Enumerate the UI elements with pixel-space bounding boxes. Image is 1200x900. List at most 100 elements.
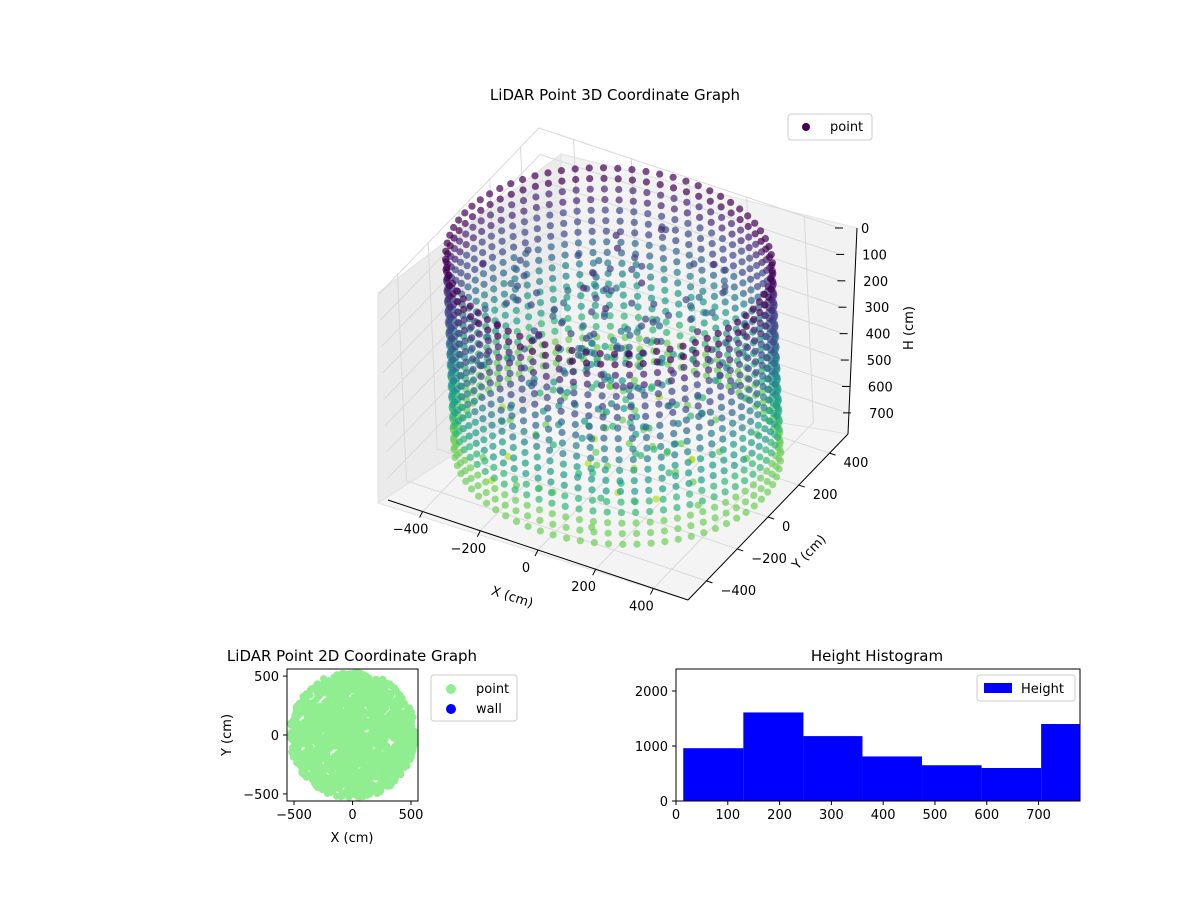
scatter-point-3d (499, 448, 507, 456)
scatter-point-2d (305, 731, 313, 739)
scatter-point-3d (657, 226, 666, 234)
scatter-point-3d (588, 217, 596, 225)
scatter-point-2d (351, 763, 359, 771)
z-tick-label-3d: 100 (862, 248, 887, 263)
scatter-point-3d (521, 228, 529, 236)
x-tick-label-2d: 0 (348, 808, 356, 823)
scatter-point-3d (686, 511, 695, 519)
scatter-point-2d (369, 733, 377, 741)
scatter-point-3d (470, 397, 478, 405)
scatter-point-3d (613, 413, 621, 422)
scatter-point-2d (318, 786, 326, 794)
scatter-point-3d (767, 438, 775, 446)
scatter-point-3d (725, 345, 733, 353)
scatter-point-3d (682, 296, 690, 304)
scatter-point-3d (470, 255, 478, 263)
scatter-point-3d (462, 241, 470, 249)
scatter-point-3d (694, 402, 702, 410)
scatter-point-3d (461, 326, 469, 335)
scatter-point-3d (611, 371, 620, 379)
scatter-point-3d (486, 190, 494, 198)
scatter-point-3d (656, 432, 664, 440)
scatter-point-3d (592, 448, 600, 456)
scatter-point-2d (347, 696, 354, 704)
scatter-point-3d (644, 465, 652, 473)
scatter-point-3d (571, 420, 579, 429)
scatter-point-3d (478, 227, 486, 236)
scatter-point-3d (505, 348, 513, 356)
scatter-point-2d (404, 704, 411, 712)
scatter-point-3d (472, 287, 480, 295)
scatter-point-3d (532, 432, 540, 440)
scatter-point-2d (313, 680, 321, 688)
scatter-point-3d (657, 202, 665, 210)
scatter-point-3d (587, 206, 595, 214)
scatter-point-3d (544, 169, 552, 177)
scatter-point-2d (361, 756, 369, 764)
scatter-point-3d (550, 378, 558, 386)
scatter-point-3d (534, 485, 543, 493)
scatter-point-3d (669, 184, 678, 192)
scatter-point-2d (361, 711, 369, 718)
scatter-point-3d (731, 382, 739, 390)
scatter-point-3d (660, 265, 668, 273)
scatter-point-3d (755, 442, 763, 450)
scatter-point-3d (463, 390, 471, 398)
scatter-point-3d (477, 206, 485, 214)
scatter-point-3d (659, 485, 667, 493)
scatter-point-3d (697, 256, 706, 264)
scatter-point-3d (734, 318, 742, 326)
scatter-point-3d (758, 361, 766, 369)
scatter-point-3d (480, 291, 489, 299)
scatter-point-3d (479, 249, 487, 257)
scatter-point-3d (534, 474, 542, 482)
scatter-point-3d (719, 446, 727, 454)
scatter-point-3d (556, 386, 564, 394)
legend-3d: point (787, 113, 873, 141)
scatter-point-2d (334, 764, 342, 772)
scatter-point-3d (496, 374, 504, 383)
histogram-bar (981, 768, 1042, 801)
scatter-point-3d (698, 266, 706, 274)
scatter-point-3d (457, 361, 465, 369)
scatter-point-3d (529, 358, 537, 366)
scatter-point-3d (673, 504, 681, 512)
x-tick-label-2d: 500 (399, 808, 424, 823)
scatter-point-3d (672, 482, 680, 491)
scatter-point-3d (530, 390, 539, 398)
scatter-point-3d (506, 369, 514, 378)
scatter-point-3d (523, 491, 531, 499)
scatter-point-3d (442, 255, 450, 263)
scatter-point-3d (495, 353, 503, 361)
scatter-point-3d (730, 451, 738, 459)
scatter-point-3d (468, 334, 476, 342)
scatter-point-3d (536, 277, 544, 286)
scatter-point-3d (607, 400, 616, 408)
axes-frame-histogram (675, 668, 1081, 802)
scatter-point-3d (531, 182, 540, 190)
scatter-point-3d (601, 195, 609, 204)
scatter-point-3d (687, 302, 695, 310)
scatter-point-2d (400, 733, 408, 741)
scatter-point-3d (628, 299, 636, 307)
scatter-point-3d (669, 408, 677, 417)
scatter-point-3d (747, 296, 756, 304)
scatter-point-3d (628, 434, 637, 443)
scatter-point-3d (476, 341, 484, 349)
scatter-point-3d (589, 507, 597, 515)
scatter-point-3d (753, 272, 761, 280)
scatter-point-3d (541, 341, 549, 349)
scatter-point-3d (666, 356, 675, 364)
scatter-point-3d (562, 523, 570, 532)
scatter-point-3d (477, 362, 485, 370)
scatter-point-3d (508, 201, 516, 209)
scatter-point-3d (587, 196, 595, 204)
y-tick-label-3d: −200 (751, 552, 787, 567)
scatter-point-3d (461, 209, 469, 217)
scatter-point-3d (668, 387, 676, 395)
scatter-point-3d (490, 474, 498, 482)
scatter-point-2d (292, 723, 300, 731)
scatter-point-2d (352, 775, 360, 783)
scatter-point-2d (386, 728, 394, 736)
scatter-point-3d (687, 522, 695, 530)
